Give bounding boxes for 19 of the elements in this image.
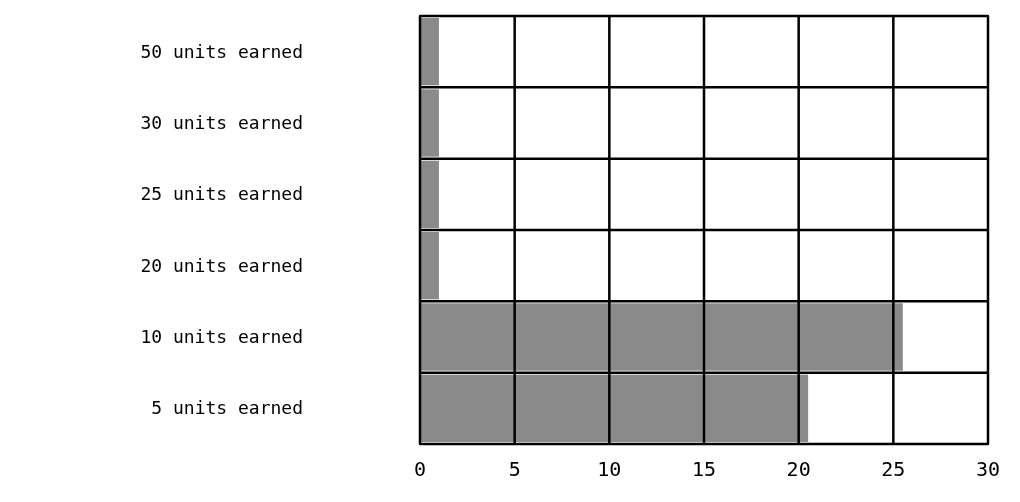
x-tick-label: 0 [413, 457, 427, 481]
y-tick-label: 10 units earned [140, 326, 303, 347]
bar [420, 232, 439, 300]
x-tick-label: 5 [508, 457, 521, 481]
y-tick-label: 30 units earned [140, 112, 303, 133]
bar [420, 160, 439, 228]
x-tick-label: 20 [786, 457, 811, 481]
y-tick-label: 20 units earned [140, 254, 303, 276]
y-tick-label: 25 units earned [140, 183, 303, 205]
x-tick-label: 25 [881, 457, 906, 481]
y-tick-label: 50 units earned [140, 40, 303, 62]
y-tick-label: 5 units earned [151, 397, 303, 419]
x-tick-label: 15 [691, 457, 717, 481]
bar [420, 303, 903, 371]
x-tick-label: 10 [597, 457, 622, 481]
bar [420, 374, 809, 442]
bar [420, 18, 439, 86]
x-tick-label: 30 [975, 457, 1001, 481]
bar [420, 89, 439, 157]
